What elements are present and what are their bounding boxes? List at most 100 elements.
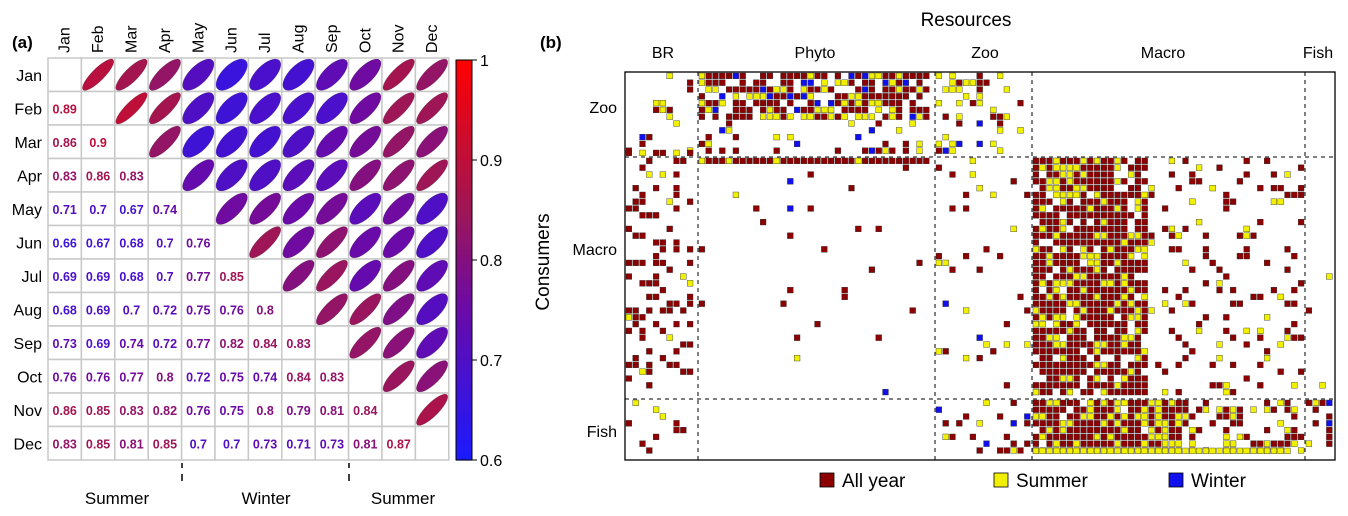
colorbar-segment	[456, 390, 472, 396]
diet-cell	[1270, 198, 1278, 205]
diet-cell	[1100, 368, 1108, 375]
diet-cell	[1127, 361, 1135, 369]
group-dividers	[625, 72, 1335, 460]
diet-cell	[760, 113, 767, 120]
diet-cell	[1121, 321, 1128, 328]
correlation-ellipse	[249, 159, 282, 192]
diet-cell	[1326, 413, 1333, 420]
diet-cell	[956, 113, 963, 120]
diet-cell	[997, 113, 1004, 120]
diet-cell	[1100, 361, 1108, 369]
diet-cell	[1046, 259, 1053, 267]
correlation-value: 0.84	[253, 337, 277, 351]
colorbar-segment	[456, 410, 472, 416]
diet-cell	[990, 140, 997, 148]
diet-cell	[1127, 239, 1135, 246]
diet-cell	[698, 300, 706, 307]
diet-cell	[1046, 232, 1053, 239]
diet-cell	[1127, 413, 1135, 420]
diet-cell	[1024, 413, 1031, 420]
panel-b: (b) Resources Consumers BR Phyto Zoo Macro F…	[533, 10, 1336, 492]
diet-cell	[1066, 198, 1074, 205]
diet-cell	[1046, 307, 1053, 314]
diet-cell	[780, 113, 787, 120]
diet-cell	[1127, 341, 1135, 348]
diet-cell	[1073, 440, 1080, 447]
diet-cell	[916, 259, 923, 267]
diet-cell	[1175, 433, 1182, 441]
correlation-value: 0.85	[220, 270, 244, 284]
diet-cell	[1189, 266, 1196, 273]
diet-cell	[997, 127, 1004, 134]
diet-cell	[1039, 212, 1046, 219]
diet-cell	[1127, 348, 1135, 355]
correlation-value: 0.86	[53, 404, 77, 418]
diet-cell	[1046, 334, 1053, 341]
diet-cell	[1053, 191, 1060, 199]
diet-cell	[787, 79, 794, 86]
diet-cell	[902, 93, 910, 100]
diet-cell	[673, 300, 680, 307]
diet-cell	[1127, 252, 1135, 260]
diet-cell	[1046, 355, 1053, 362]
diet-cell	[1046, 413, 1053, 420]
diet-cell	[1087, 413, 1094, 420]
correlation-value: 0.7	[156, 270, 173, 284]
diet-cell	[1270, 406, 1278, 413]
diet-cell	[1053, 232, 1060, 239]
diet-cell	[1053, 399, 1060, 407]
diet-cell	[698, 246, 706, 253]
diet-cell	[1114, 232, 1121, 239]
diet-cell	[963, 307, 970, 314]
diet-cell	[1017, 127, 1024, 134]
diet-cell	[1141, 293, 1148, 301]
diet-cell	[1066, 259, 1074, 267]
diet-cell	[1127, 246, 1135, 253]
diet-cell	[1087, 399, 1094, 407]
diet-cell	[1161, 205, 1169, 212]
correlation-value: 0.67	[86, 236, 110, 250]
diet-cell	[1087, 382, 1094, 389]
diet-cell	[949, 140, 956, 148]
diet-cell	[1175, 334, 1182, 341]
diet-cell	[983, 440, 990, 447]
diet-cell	[1073, 239, 1080, 246]
correlation-value: 0.74	[119, 337, 143, 351]
diet-cell	[1243, 246, 1250, 253]
diet-cell	[1107, 368, 1114, 375]
diet-cell	[1291, 252, 1298, 260]
diet-cell	[889, 86, 896, 93]
colorbar-segment	[456, 250, 472, 256]
diet-cell	[1066, 157, 1074, 165]
correlation-value: 0.76	[53, 370, 77, 384]
matrix-cell	[347, 425, 383, 461]
matrix-cell	[247, 258, 283, 294]
month-column-label: Dec	[424, 25, 441, 53]
diet-cell	[1087, 287, 1094, 294]
diet-cell	[687, 341, 694, 348]
diet-cell	[1229, 198, 1237, 205]
colorbar-segment	[456, 150, 472, 156]
resource-group-label: BR	[652, 45, 674, 62]
correlation-value: 0.85	[86, 437, 110, 451]
diet-cell	[1168, 440, 1176, 447]
diet-cell	[1114, 246, 1121, 253]
diet-cell	[1229, 440, 1237, 447]
diet-cell	[787, 93, 794, 100]
matrix-cell	[281, 358, 316, 394]
diet-cell	[1107, 198, 1114, 205]
diet-cell	[841, 79, 848, 86]
diet-cell	[1039, 252, 1046, 260]
diet-cell	[1127, 427, 1135, 434]
correlation-value: 0.81	[119, 437, 143, 451]
correlation-ellipse	[382, 226, 415, 259]
diet-cell	[1148, 239, 1155, 246]
diet-cell	[646, 447, 653, 454]
correlation-ellipse	[416, 159, 449, 192]
diet-cell	[625, 375, 633, 382]
diet-cell	[1121, 447, 1128, 455]
diet-cell	[1073, 273, 1080, 280]
diet-cell	[868, 99, 876, 107]
month-row-label: May	[12, 202, 42, 219]
diet-cell	[1080, 225, 1087, 233]
